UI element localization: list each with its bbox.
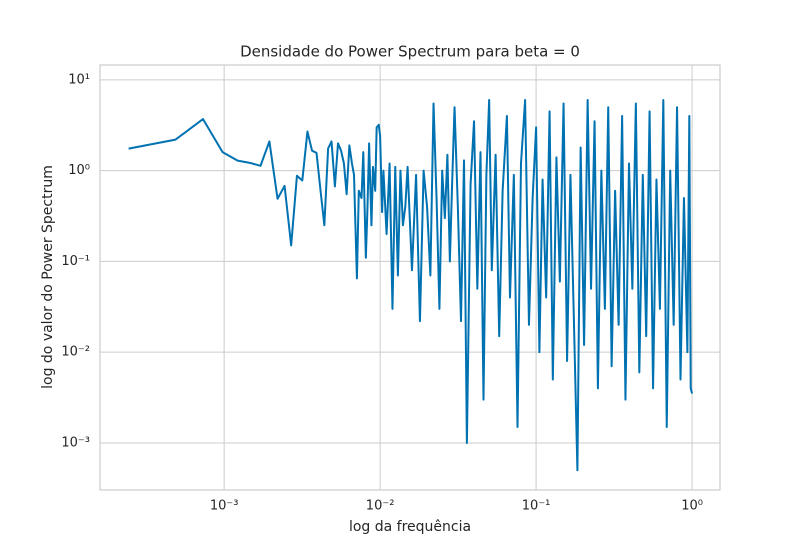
plot-frame	[99, 64, 721, 491]
chart-title: Densidade do Power Spectrum para beta = …	[240, 43, 580, 61]
x-tick-label: 10⁻³	[210, 499, 239, 514]
y-tick-label: 10¹	[68, 72, 90, 87]
y-tick-label: 10⁻³	[61, 435, 90, 450]
x-tick-label: 10⁻²	[366, 499, 395, 514]
data-line	[128, 99, 694, 472]
y-axis-label: log do valor do Power Spectrum	[40, 165, 56, 389]
plot-area	[128, 99, 694, 472]
y-tick-label: 10⁰	[68, 163, 90, 178]
x-tick-label: 10⁰	[681, 499, 703, 514]
x-tick-label: 10⁻¹	[522, 499, 551, 514]
x-axis-label: log da frequência	[349, 519, 471, 535]
y-tick-label: 10⁻¹	[61, 254, 90, 269]
y-tick-label: 10⁻²	[61, 345, 90, 360]
